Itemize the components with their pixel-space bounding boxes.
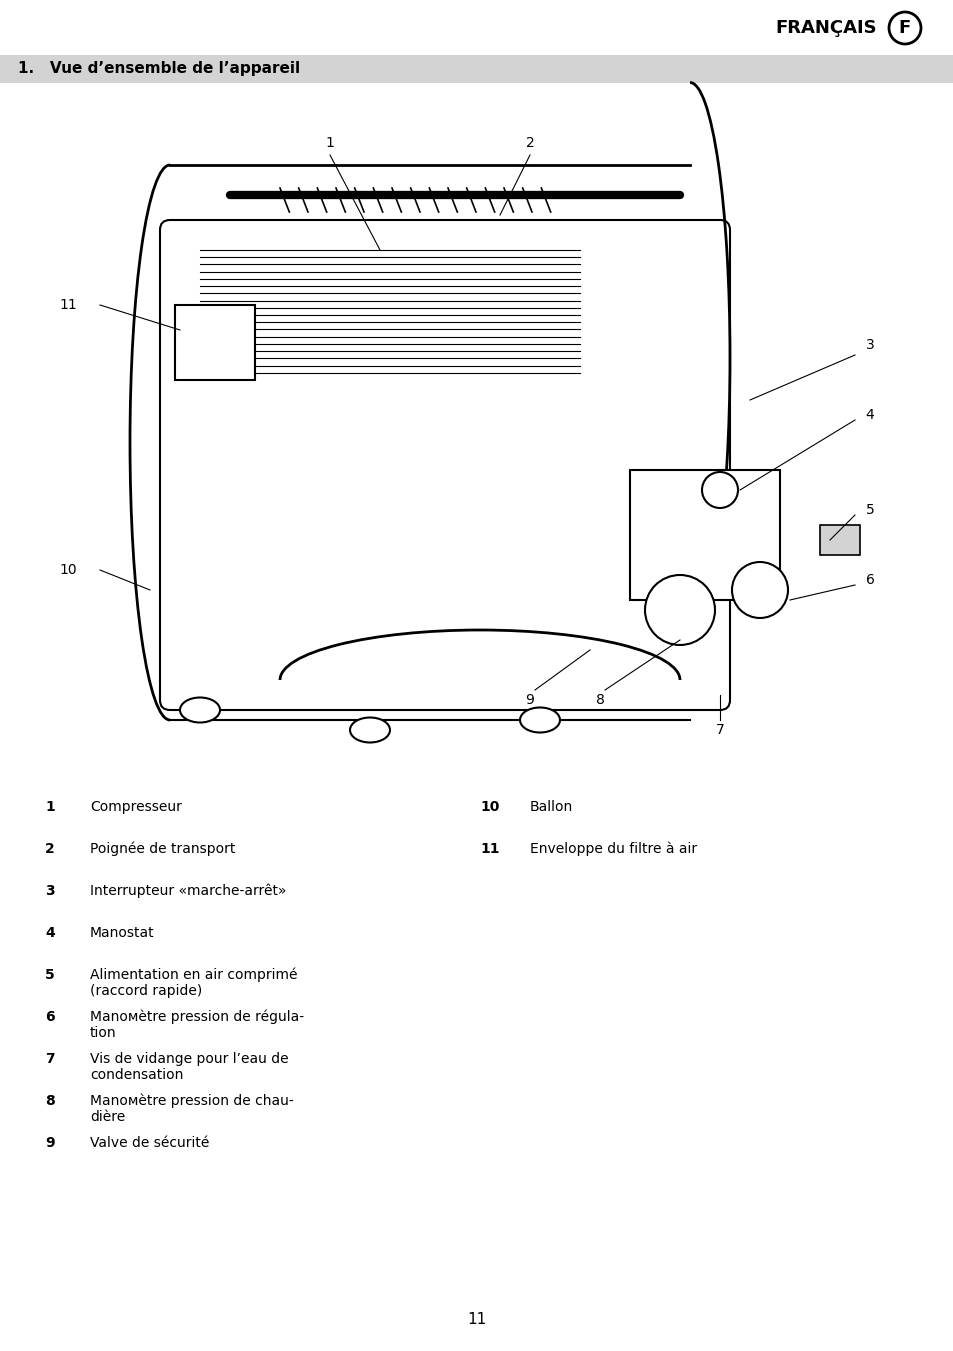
- Text: 2: 2: [525, 136, 534, 150]
- Text: 6: 6: [45, 1011, 54, 1024]
- Text: Alimentation en air comprimé: Alimentation en air comprimé: [90, 969, 297, 982]
- Text: Manostat: Manostat: [90, 925, 154, 940]
- Text: 11: 11: [479, 842, 499, 857]
- Text: 3: 3: [864, 338, 874, 353]
- Text: 10: 10: [59, 563, 77, 577]
- Bar: [0, 55, 953, 82]
- Text: 6: 6: [864, 573, 874, 586]
- Text: condensation: condensation: [90, 1069, 183, 1082]
- Bar: [629, 470, 780, 600]
- Bar: [820, 526, 859, 555]
- Text: Compresseur: Compresseur: [90, 800, 182, 815]
- Text: 10: 10: [479, 800, 498, 815]
- Text: 11: 11: [59, 299, 77, 312]
- Text: 5: 5: [45, 969, 54, 982]
- Circle shape: [701, 471, 738, 508]
- Text: tion: tion: [90, 1025, 116, 1040]
- Text: 7: 7: [45, 1052, 54, 1066]
- Text: Ballon: Ballon: [530, 800, 573, 815]
- Text: Poignée de transport: Poignée de transport: [90, 842, 235, 857]
- Text: 3: 3: [45, 884, 54, 898]
- Text: 7: 7: [715, 723, 723, 738]
- Text: Manoмètre pression de régula-: Manoмètre pression de régula-: [90, 1011, 304, 1024]
- Text: 11: 11: [467, 1313, 486, 1328]
- Text: Vis de vidange pour l’eau de: Vis de vidange pour l’eau de: [90, 1052, 289, 1066]
- Text: 1: 1: [45, 800, 54, 815]
- Text: 9: 9: [45, 1136, 54, 1150]
- Text: 4: 4: [45, 925, 54, 940]
- Ellipse shape: [519, 708, 559, 732]
- Text: 5: 5: [864, 503, 874, 517]
- Text: 1.   Vue d’ensemble de l’appareil: 1. Vue d’ensemble de l’appareil: [18, 62, 300, 77]
- Text: 2: 2: [45, 842, 54, 857]
- Text: (raccord rapide): (raccord rapide): [90, 984, 202, 998]
- Ellipse shape: [350, 717, 390, 743]
- Text: 1: 1: [325, 136, 335, 150]
- Text: 8: 8: [45, 1094, 54, 1108]
- Text: Enveloppe du filtre à air: Enveloppe du filtre à air: [530, 842, 697, 857]
- Circle shape: [731, 562, 787, 617]
- Text: Valve de sécurité: Valve de sécurité: [90, 1136, 209, 1150]
- Text: Interrupteur «marche-arrêt»: Interrupteur «marche-arrêt»: [90, 884, 286, 898]
- Text: 4: 4: [864, 408, 874, 422]
- Text: 9: 9: [525, 693, 534, 707]
- Text: 8: 8: [595, 693, 604, 707]
- Text: Manoмètre pression de chau-: Manoмètre pression de chau-: [90, 1094, 294, 1109]
- Text: dière: dière: [90, 1111, 125, 1124]
- Bar: [174, 305, 254, 380]
- Circle shape: [644, 576, 714, 644]
- Text: FRANÇAIS: FRANÇAIS: [775, 19, 876, 36]
- Text: F: F: [898, 19, 910, 36]
- Ellipse shape: [180, 697, 220, 723]
- FancyBboxPatch shape: [160, 220, 729, 711]
